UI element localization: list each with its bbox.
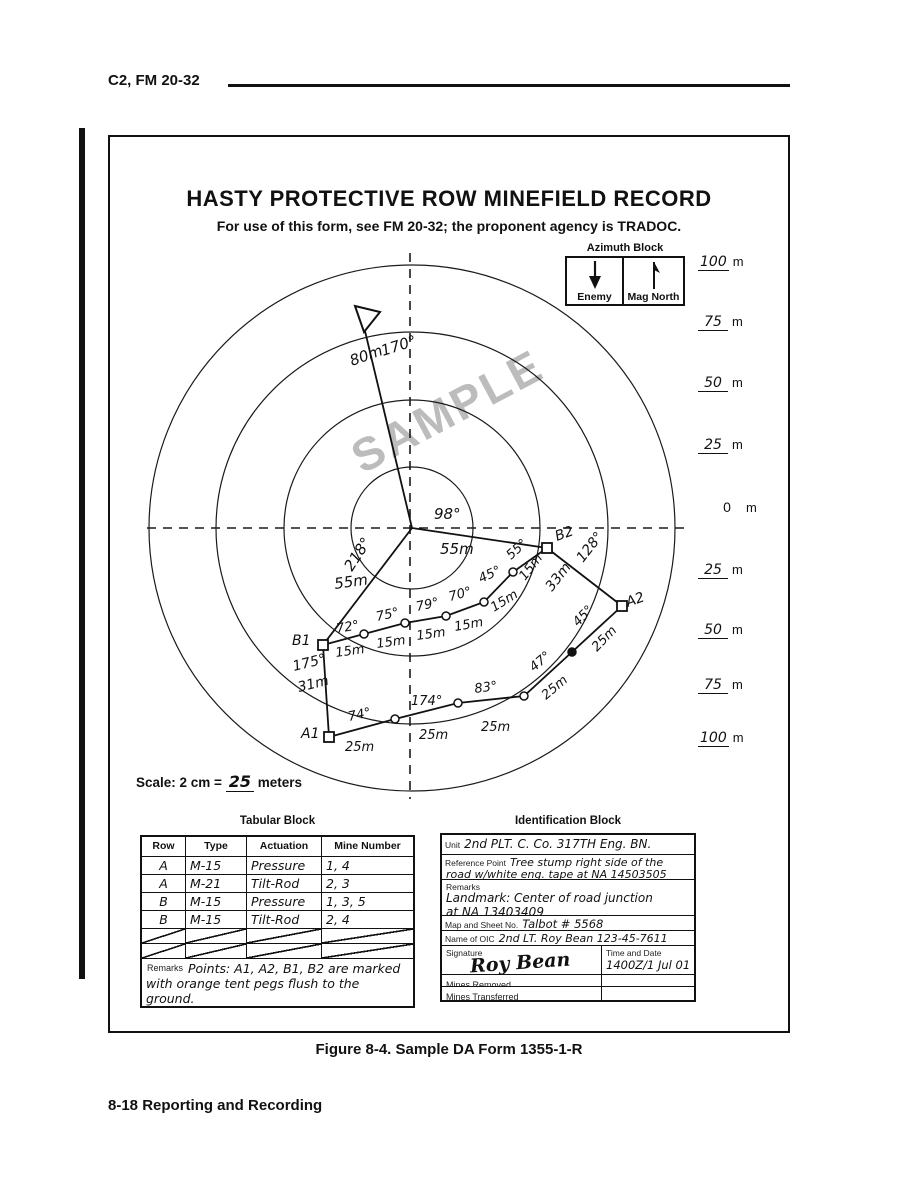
scale-note: Scale: 2 cm = 25 meters — [136, 772, 303, 792]
table-row: A M-21 Tilt-Rod 2, 3 — [142, 875, 413, 893]
tabular-remarks-label: Remarks — [147, 963, 184, 973]
form-title: HASTY PROTECTIVE ROW MINEFIELD RECORD — [186, 186, 712, 211]
table-row: A M-15 Pressure 1, 4 — [142, 857, 413, 875]
table-row: B M-15 Tilt-Rod 2, 4 — [142, 911, 413, 929]
figure-caption: Figure 8-4. Sample DA Form 1355-1-R — [315, 1041, 583, 1058]
identification-block-title: Identification Block — [514, 815, 622, 827]
map-sheet-row: Map and Sheet No. Talbot # 5568 — [442, 916, 694, 931]
mines-removed-row: Mines Removed — [442, 974, 694, 988]
oic-label: Name of OIC — [445, 933, 495, 944]
signature-value: Roy Bean — [469, 948, 572, 975]
form-subtitle: For use of this form, see FM 20-32; the … — [216, 218, 682, 234]
mines-removed-value — [602, 975, 694, 987]
tabular-remarks: Remarks Points: A1, A2, B1, B2 are marke… — [146, 961, 401, 1006]
scale-label-50s: 50 m — [698, 621, 778, 639]
signature-row: Signature Roy Bean Time and Date 1400Z/1… — [442, 946, 694, 975]
identification-block: Unit 2nd PLT. C. Co. 317TH Eng. BN. Refe… — [440, 833, 696, 1002]
scale-note-value: 25 — [225, 772, 254, 792]
reference-point-label: Reference Point — [445, 857, 506, 868]
table-empty-row — [142, 929, 413, 944]
signature-label: Signature — [446, 948, 483, 959]
scale-label-25s: 25 m — [698, 561, 778, 579]
oic-value: 2nd LT. Roy Bean 123-45-7611 — [498, 931, 668, 945]
scale-label-50n: 50 m — [698, 374, 778, 392]
enemy-arrow-icon — [588, 261, 601, 289]
id-remarks-label: Remarks — [446, 881, 481, 892]
azimuth-block: Enemy Mag North — [565, 256, 685, 306]
scale-note-suffix: meters — [257, 775, 303, 790]
azimuth-enemy-cell: Enemy — [567, 258, 624, 304]
tabular-block-table: Row Type Actuation Mine Number A M-15 Pr… — [140, 835, 415, 1008]
page-footer: 8-18 Reporting and Recording — [108, 1097, 323, 1114]
mag-north-arrow-icon — [652, 262, 660, 289]
change-bar-divider — [79, 128, 85, 979]
col-header-type: Type — [186, 837, 247, 856]
unit-label: Unit — [445, 840, 461, 850]
mag-north-label: Mag North — [627, 291, 680, 303]
scale-label-100s: 100 m — [698, 730, 744, 747]
col-header-mine-number: Mine Number — [334, 840, 401, 852]
mines-transferred-value — [602, 987, 694, 1000]
map-sheet-label: Map and Sheet No. — [445, 920, 519, 931]
oic-row: Name of OIC 2nd LT. Roy Bean 123-45-7611 — [442, 931, 694, 947]
unit-value: 2nd PLT. C. Co. 317TH Eng. BN. — [464, 837, 652, 851]
table-empty-row — [142, 944, 413, 959]
mines-transferred-row: Mines Transferred — [442, 987, 694, 1000]
scale-note-prefix: Scale: 2 cm = — [136, 775, 222, 790]
scale-label-75n: 75 m — [698, 313, 778, 331]
tabular-block-title: Tabular Block — [239, 815, 316, 827]
table-row: B M-15 Pressure 1, 3, 5 — [142, 893, 413, 911]
enemy-label: Enemy — [577, 291, 612, 303]
id-remarks-row: Remarks Landmark: Center of road junctio… — [442, 880, 694, 917]
page-header: C2, FM 20-32 — [108, 72, 200, 89]
scale-label-25n: 25 m — [698, 436, 778, 454]
header-rule-divider — [228, 84, 790, 87]
azimuth-block-title: Azimuth Block — [586, 242, 664, 254]
unit-row: Unit 2nd PLT. C. Co. 317TH Eng. BN. — [442, 835, 694, 855]
table-header-row: Row Type Actuation Mine Number — [142, 837, 413, 857]
reference-point-row: Reference Point Tree stump right side of… — [442, 855, 694, 880]
scale-label-100n: 100 m — [698, 254, 744, 271]
map-sheet-value: Talbot # 5568 — [522, 917, 604, 931]
time-date-label: Time and Date — [606, 948, 662, 959]
time-date-value: 1400Z/1 Jul 01 — [606, 958, 691, 973]
col-header-actuation: Actuation — [247, 837, 322, 856]
col-header-row: Row — [142, 837, 186, 856]
mines-transferred-label: Mines Transferred — [446, 992, 519, 1000]
mines-removed-label: Mines Removed — [446, 979, 512, 988]
scale-label-75s: 75 m — [698, 676, 778, 694]
azimuth-mag-north-cell: Mag North — [624, 258, 683, 304]
